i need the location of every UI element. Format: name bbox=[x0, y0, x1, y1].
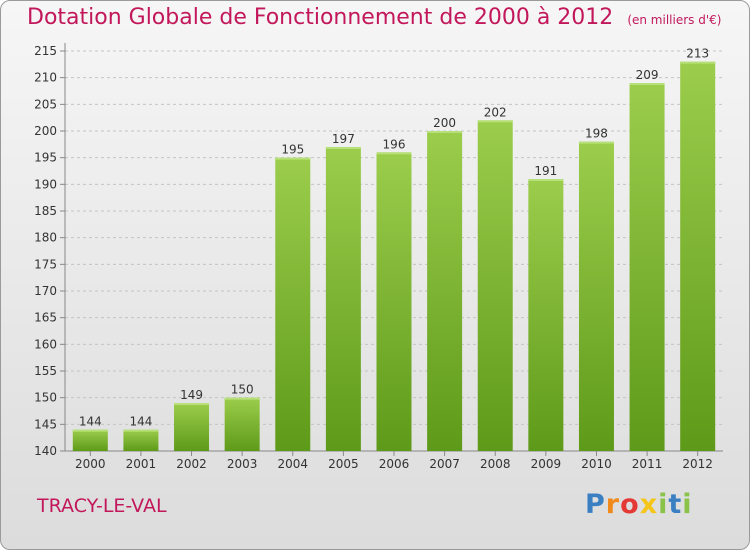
bar-highlight bbox=[528, 179, 564, 181]
bar-2002 bbox=[174, 403, 210, 451]
y-tick-label: 160 bbox=[34, 337, 57, 351]
logo-letter: i bbox=[658, 489, 669, 520]
y-tick-label: 165 bbox=[34, 311, 57, 325]
x-tick-label: 2010 bbox=[581, 457, 612, 471]
bar-2007 bbox=[427, 131, 463, 451]
bar-highlight bbox=[123, 429, 159, 432]
axes: 140 145 150 155 160 165 170 175 180 185 190 195 200 2… bbox=[34, 43, 723, 458]
data-label: 209 bbox=[636, 68, 659, 82]
bar-highlight bbox=[629, 83, 665, 85]
data-label: 200 bbox=[433, 116, 456, 130]
x-tick-label: 2005 bbox=[328, 457, 359, 471]
logo-letter: P bbox=[585, 489, 606, 520]
bar-highlight bbox=[275, 157, 311, 160]
data-label: 213 bbox=[686, 47, 709, 61]
y-tick-label: 195 bbox=[34, 151, 57, 165]
y-tick-label: 210 bbox=[34, 71, 57, 85]
bar-2000 bbox=[72, 429, 108, 451]
y-tick-label: 140 bbox=[34, 444, 57, 458]
bar-highlight bbox=[578, 141, 614, 144]
data-label: 149 bbox=[180, 388, 203, 402]
data-label: 197 bbox=[332, 132, 355, 146]
y-tick-label: 175 bbox=[34, 257, 57, 271]
data-label: 195 bbox=[281, 143, 304, 157]
x-tick-label: 2009 bbox=[531, 457, 562, 471]
data-label: 144 bbox=[129, 415, 152, 429]
x-tick-label: 2012 bbox=[682, 457, 713, 471]
logo-letter: i bbox=[682, 489, 693, 520]
y-tick-label: 180 bbox=[34, 231, 57, 245]
bar-2004 bbox=[275, 157, 311, 451]
bar-highlight bbox=[477, 120, 513, 123]
data-label: 191 bbox=[534, 164, 557, 178]
bar-highlight bbox=[427, 131, 463, 133]
proxiti-logo: Proxiti bbox=[585, 489, 693, 520]
subtitle-text: (en milliers d'€) bbox=[627, 13, 722, 27]
y-tick-label: 185 bbox=[34, 204, 57, 218]
bar-2005 bbox=[325, 147, 361, 451]
data-label: 150 bbox=[231, 383, 254, 397]
bar-highlight bbox=[325, 147, 361, 149]
y-tick-label: 215 bbox=[34, 44, 57, 58]
x-tick-label: 2007 bbox=[429, 457, 460, 471]
bar-2009 bbox=[528, 179, 564, 451]
y-tick-label: 205 bbox=[34, 97, 57, 111]
bar-2006 bbox=[376, 152, 412, 452]
bar-highlight bbox=[224, 397, 260, 400]
y-tick-label: 150 bbox=[34, 391, 57, 405]
x-tick-label: 2003 bbox=[227, 457, 258, 471]
y-tick-label: 155 bbox=[34, 364, 57, 378]
y-tick-label: 190 bbox=[34, 177, 57, 191]
x-tick-label: 2011 bbox=[632, 457, 663, 471]
bar-2010 bbox=[578, 141, 614, 451]
bar-2011 bbox=[629, 83, 665, 451]
logo-letter: x bbox=[639, 489, 659, 520]
x-tick-label: 2008 bbox=[480, 457, 511, 471]
commune-name: TRACY-LE-VAL bbox=[37, 495, 167, 517]
data-label: 198 bbox=[585, 127, 608, 141]
data-label: 202 bbox=[484, 105, 507, 119]
y-tick-label: 200 bbox=[34, 124, 57, 138]
bars bbox=[72, 61, 716, 452]
x-tick-label: 2000 bbox=[75, 457, 106, 471]
bar-2001 bbox=[123, 429, 159, 451]
logo-letter: o bbox=[620, 489, 640, 520]
bar-highlight bbox=[174, 403, 210, 405]
bar-highlight bbox=[376, 152, 412, 155]
logo-letter: t bbox=[668, 489, 683, 520]
x-tick-label: 2002 bbox=[176, 457, 207, 471]
x-tick-label: 2006 bbox=[379, 457, 410, 471]
chart-title: Dotation Globale de Fonctionnement de 20… bbox=[27, 5, 721, 30]
data-label: 144 bbox=[79, 415, 102, 429]
bar-2008 bbox=[477, 120, 513, 451]
bar-highlight bbox=[680, 61, 716, 64]
labels: 144 2000 144 2001 149 2002 150 2003 195 2004 197 20… bbox=[75, 47, 713, 471]
bar-2003 bbox=[224, 397, 260, 451]
logo-letter: r bbox=[605, 489, 621, 520]
x-tick-label: 2004 bbox=[277, 457, 308, 471]
title-text: Dotation Globale de Fonctionnement de 20… bbox=[27, 5, 614, 30]
x-tick-label: 2001 bbox=[126, 457, 157, 471]
bar-highlight bbox=[72, 429, 108, 432]
y-tick-label: 145 bbox=[34, 417, 57, 431]
y-tick-label: 170 bbox=[34, 284, 57, 298]
bar-2012 bbox=[680, 61, 716, 452]
data-label: 196 bbox=[383, 137, 406, 151]
